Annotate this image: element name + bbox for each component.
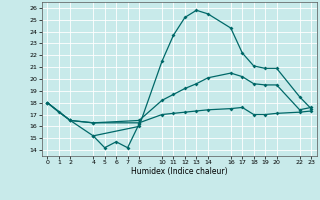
X-axis label: Humidex (Indice chaleur): Humidex (Indice chaleur) [131,167,228,176]
